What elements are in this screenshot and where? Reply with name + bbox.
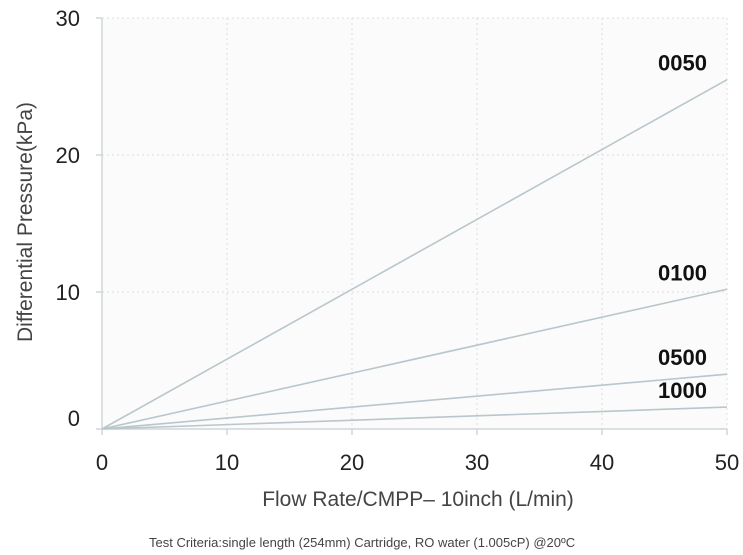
y-tick-label: 0 (68, 406, 80, 431)
y-axis-title: Differential Pressure(kPa) (14, 102, 37, 342)
x-tick-label: 30 (465, 450, 489, 475)
series-labels: 0050 0100 0500 1000 (658, 51, 707, 403)
x-tick-label: 20 (340, 450, 364, 475)
series-label-1000: 1000 (658, 378, 707, 403)
series-line-1000 (101, 406, 728, 430)
axes (96, 17, 728, 435)
x-tick-label: 50 (715, 450, 739, 475)
series-line-0100 (101, 288, 728, 430)
grid (102, 17, 728, 429)
series-lines (101, 78, 728, 430)
y-tick-label: 10 (56, 280, 80, 305)
series-label-0050: 0050 (658, 51, 707, 76)
y-tick-label: 20 (56, 143, 80, 168)
series-label-0500: 0500 (658, 345, 707, 370)
x-axis-title: Flow Rate/CMPP– 10inch (L/min) (262, 488, 574, 511)
x-tick-labels: 0 10 20 30 40 50 (96, 450, 739, 475)
plot-area (102, 18, 727, 429)
series-line-0050 (101, 78, 728, 430)
x-tick-label: 40 (590, 450, 614, 475)
series-line-0500 (101, 373, 728, 430)
test-criteria-caption: Test Criteria:single length (254mm) Cart… (149, 535, 575, 550)
series-label-0100: 0100 (658, 260, 707, 285)
y-tick-labels: 0 10 20 30 (56, 6, 80, 431)
y-tick-label: 30 (56, 6, 80, 31)
x-tick-label: 0 (96, 450, 108, 475)
x-tick-label: 10 (215, 450, 239, 475)
